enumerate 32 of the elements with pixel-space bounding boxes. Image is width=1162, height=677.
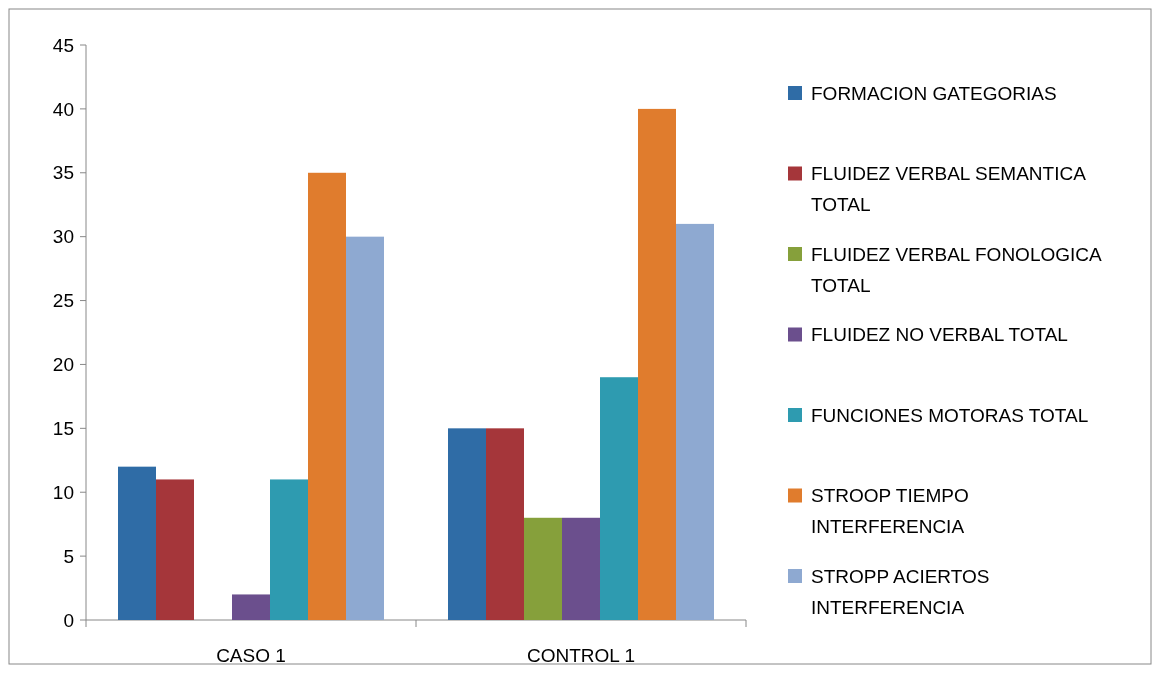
- legend-label: FLUIDEZ NO VERBAL TOTAL: [811, 324, 1068, 346]
- y-tick-label: 40: [52, 98, 74, 120]
- bar: [346, 236, 384, 620]
- y-tick-label: 45: [52, 34, 74, 56]
- y-tick-label: 20: [52, 354, 74, 376]
- bar: [600, 377, 638, 620]
- y-tick-label: 5: [63, 545, 74, 567]
- legend-label: STROOP TIEMPO INTERFERENCIA: [811, 485, 969, 538]
- bar: [448, 428, 486, 620]
- bar: [270, 479, 308, 620]
- y-tick-label: 30: [52, 226, 74, 248]
- y-tick-label: 25: [52, 290, 74, 312]
- y-tick-label: 10: [52, 481, 74, 503]
- legend-label: FORMACION GATEGORIAS: [811, 82, 1057, 104]
- y-tick-label: 35: [52, 162, 74, 184]
- legend-label: STROPP ACIERTOS INTERFERENCIA: [811, 565, 990, 618]
- bar: [308, 172, 346, 620]
- bar: [562, 517, 600, 620]
- bar: [524, 517, 562, 620]
- x-tick-label: CONTROL 1: [526, 645, 636, 666]
- legend-label: FUNCIONES MOTORAS TOTAL: [811, 404, 1089, 426]
- legend-label: FLUIDEZ VERBAL SEMANTICA TOTAL: [811, 163, 1087, 216]
- y-tick-label: 15: [52, 417, 74, 439]
- bar: [486, 428, 524, 620]
- bar: [156, 479, 194, 620]
- bar: [118, 466, 156, 620]
- legend-label: FLUIDEZ VERBAL FONOLOGICA TOTAL: [811, 243, 1103, 296]
- bar: [232, 594, 270, 620]
- x-tick-label: CASO 1: [216, 645, 286, 666]
- bar: [638, 108, 676, 620]
- bar: [676, 223, 714, 620]
- y-tick-label: 0: [63, 609, 74, 631]
